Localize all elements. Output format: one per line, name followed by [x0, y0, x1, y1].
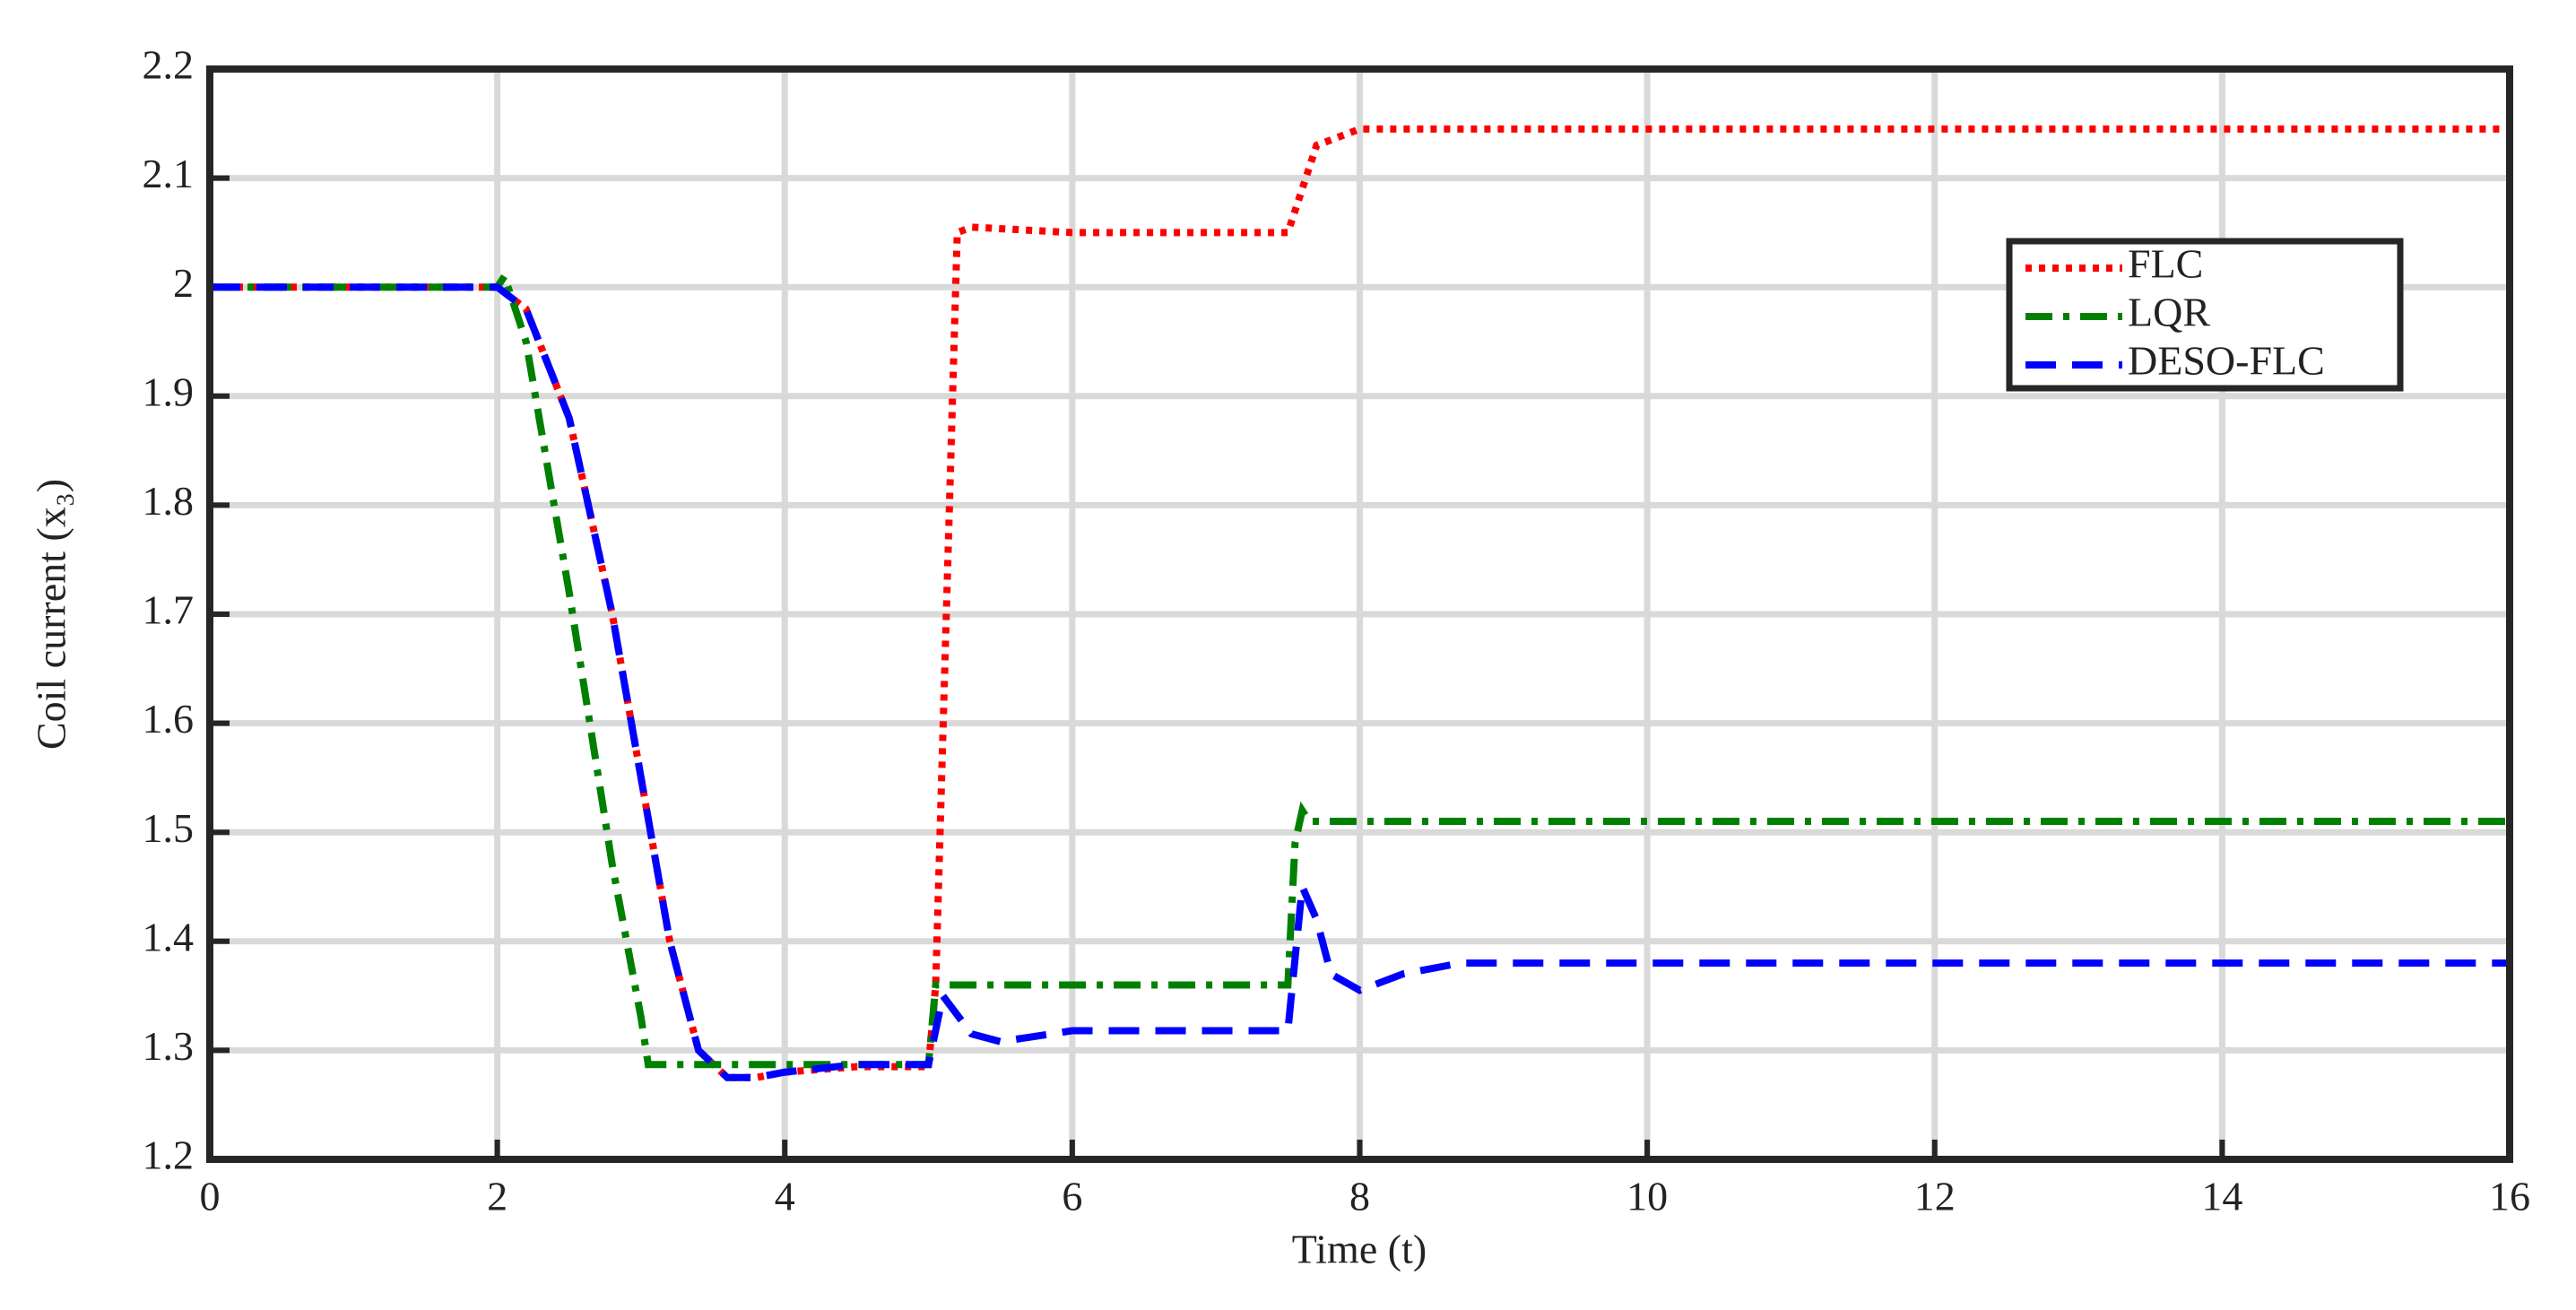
x-tick-label: 16 — [2489, 1174, 2530, 1219]
x-tick-label: 6 — [1062, 1174, 1082, 1219]
line-series — [210, 283, 2510, 1081]
x-tick-label: 12 — [1914, 1174, 1956, 1219]
line-series — [210, 267, 2510, 1069]
y-tick-label: 2.2 — [143, 42, 195, 88]
frame — [206, 65, 2513, 1163]
y-tick-label: 1.7 — [143, 587, 195, 633]
legend-label: FLC — [2128, 241, 2203, 287]
y-tick-label: 1.2 — [143, 1132, 195, 1178]
x-tick-label: 0 — [200, 1174, 221, 1219]
x-tick-label: 14 — [2201, 1174, 2242, 1219]
y-axis-label: Coil current (x₃) — [29, 479, 74, 750]
x-tick-label: 4 — [775, 1174, 795, 1219]
y-tick-label: 1.9 — [143, 369, 195, 414]
x-axis-label: Time (t) — [1292, 1227, 1427, 1272]
legend-label: DESO-FLC — [2128, 338, 2325, 384]
y-tick-label: 2 — [173, 260, 194, 306]
y-tick-label: 2.1 — [143, 151, 195, 196]
y-tick-label: 1.3 — [143, 1023, 195, 1069]
x-tick-label: 2 — [487, 1174, 507, 1219]
y-tick-label: 1.6 — [143, 696, 195, 742]
x-tick-label: 8 — [1349, 1174, 1370, 1219]
y-tick-label: 1.4 — [143, 914, 195, 959]
x-tick-label: 10 — [1626, 1174, 1668, 1219]
legend-label: LQR — [2128, 290, 2210, 335]
y-tick-label: 1.8 — [143, 478, 195, 524]
y-tick-label: 1.5 — [143, 805, 195, 851]
